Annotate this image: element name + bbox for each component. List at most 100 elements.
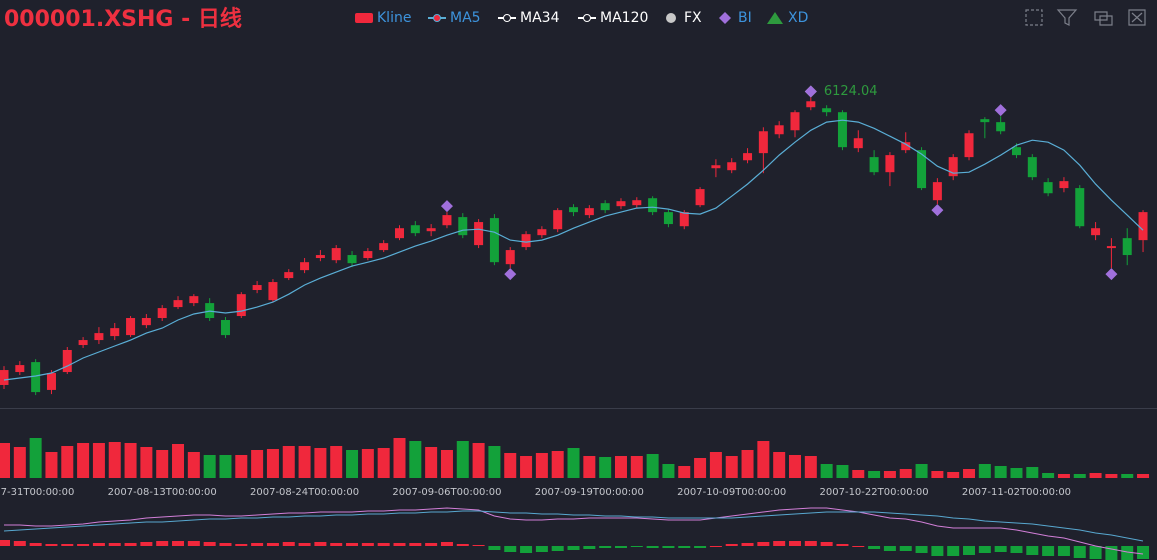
macd-bar bbox=[298, 543, 311, 546]
candle-body bbox=[62, 350, 72, 373]
volume-bar bbox=[1089, 473, 1102, 478]
candle-body bbox=[711, 165, 721, 169]
legend-icon bbox=[767, 12, 783, 24]
volume-bar bbox=[551, 451, 564, 478]
candle-body bbox=[395, 228, 404, 239]
candle-body bbox=[141, 318, 151, 326]
volume-bar bbox=[741, 450, 754, 478]
candle-body bbox=[869, 157, 879, 173]
macd-bar bbox=[266, 543, 279, 546]
legend-icon bbox=[583, 14, 591, 22]
candle-body bbox=[458, 217, 468, 236]
volume-bar bbox=[266, 449, 279, 478]
volume-bar bbox=[298, 446, 311, 478]
candle-body bbox=[236, 294, 246, 317]
volume-bar bbox=[520, 456, 533, 478]
candle-body bbox=[584, 208, 594, 216]
candle-body bbox=[268, 282, 278, 301]
restore-tool[interactable] bbox=[1094, 11, 1113, 26]
volume-bar bbox=[535, 453, 548, 478]
candle-body bbox=[474, 222, 484, 246]
candle-body bbox=[663, 212, 673, 225]
volume-bar bbox=[978, 464, 991, 478]
macd-bar bbox=[0, 540, 10, 546]
candle-body bbox=[806, 101, 816, 108]
x-tick-label: 2007-07-31T00:00:00 bbox=[0, 487, 74, 498]
macd-bar bbox=[488, 546, 501, 550]
legend-icon bbox=[666, 13, 676, 23]
macd-bar bbox=[251, 543, 264, 546]
macd-bar bbox=[915, 546, 928, 553]
candle-body bbox=[1138, 212, 1148, 241]
volume-bar bbox=[108, 442, 121, 478]
volume-bar bbox=[599, 457, 612, 478]
clear-tool[interactable] bbox=[1128, 9, 1146, 26]
macd-bar bbox=[852, 546, 865, 547]
volume-bar bbox=[440, 450, 453, 478]
macd-bar bbox=[361, 543, 374, 546]
macd-bar bbox=[108, 543, 121, 546]
candle-body bbox=[489, 218, 499, 263]
macd-bar bbox=[520, 546, 533, 553]
macd-bar bbox=[994, 546, 1007, 552]
macd-bar bbox=[1026, 546, 1039, 555]
volume-bar bbox=[1026, 467, 1039, 478]
point-marker bbox=[504, 268, 517, 281]
macd-bar bbox=[346, 543, 359, 546]
volume-bar bbox=[251, 450, 264, 478]
candle-body bbox=[996, 122, 1006, 132]
volume-bar bbox=[899, 469, 912, 478]
candle-body bbox=[980, 119, 990, 123]
macd-bar bbox=[789, 541, 801, 546]
macd-bar bbox=[583, 546, 596, 549]
macd-bar bbox=[963, 546, 976, 555]
macd-bar bbox=[156, 541, 169, 546]
volume-bar bbox=[1042, 473, 1055, 478]
volume-bar bbox=[1137, 474, 1150, 478]
macd-bar bbox=[282, 542, 295, 546]
legend-label: MA120 bbox=[600, 10, 648, 26]
candle-body bbox=[616, 201, 626, 207]
candle-body bbox=[790, 112, 800, 131]
legend-label: BI bbox=[738, 10, 752, 26]
candle-body bbox=[1059, 181, 1069, 189]
legend-icon bbox=[503, 14, 511, 22]
candle-body bbox=[600, 203, 610, 211]
macd-bar bbox=[646, 546, 659, 548]
candle-body bbox=[379, 243, 389, 251]
candle-body bbox=[648, 198, 658, 213]
candle-body bbox=[553, 210, 563, 230]
volume-bar bbox=[29, 438, 42, 478]
zoom-tool[interactable] bbox=[1025, 9, 1043, 26]
x-tick-label: 2007-09-06T00:00:00 bbox=[392, 487, 501, 498]
candle-body bbox=[679, 212, 689, 227]
macd-bar bbox=[535, 546, 548, 552]
macd-bar bbox=[440, 542, 453, 546]
macd-bar bbox=[662, 546, 675, 548]
volume-bar bbox=[361, 449, 374, 478]
volume-bar bbox=[219, 455, 232, 478]
volume-bar bbox=[1057, 474, 1070, 478]
candle-body bbox=[505, 250, 515, 265]
candle-body bbox=[110, 328, 120, 337]
volume-bar bbox=[456, 441, 469, 478]
candle-body bbox=[743, 153, 753, 161]
volume-bar bbox=[1121, 474, 1134, 478]
macd-bar bbox=[694, 546, 707, 548]
macd-bar bbox=[725, 544, 738, 546]
macd-bar bbox=[29, 543, 42, 546]
volume-bar bbox=[425, 447, 438, 478]
x-tick-label: 2007-08-24T00:00:00 bbox=[250, 487, 359, 498]
volume-bar bbox=[172, 444, 185, 478]
brush-tool[interactable] bbox=[1056, 9, 1078, 26]
macd-bar bbox=[393, 543, 406, 546]
volume-bar bbox=[45, 452, 58, 478]
volume-bar bbox=[836, 465, 849, 478]
volume-bar bbox=[994, 466, 1007, 478]
volume-bar bbox=[377, 448, 390, 478]
volume-bar bbox=[140, 447, 153, 478]
volume-bar bbox=[203, 455, 216, 478]
value-label: 6124.04 bbox=[824, 84, 878, 99]
volume-bar bbox=[187, 452, 200, 478]
macd-bar bbox=[1057, 546, 1070, 556]
